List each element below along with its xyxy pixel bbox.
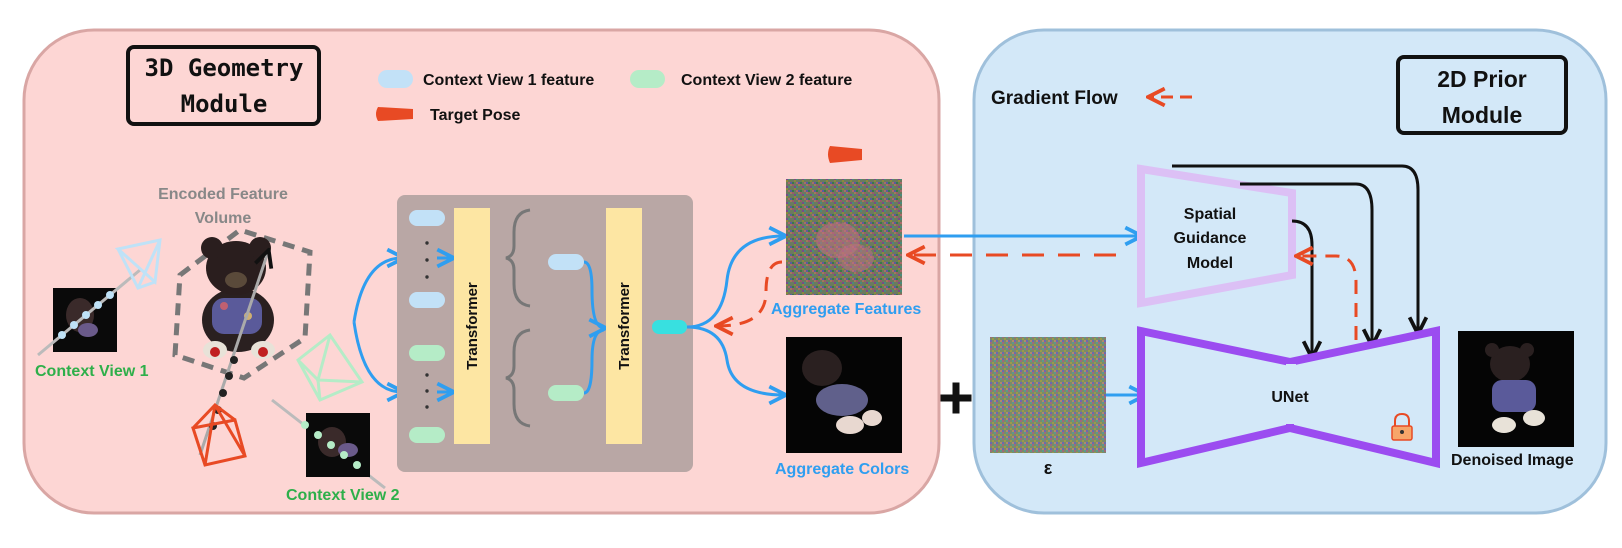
upper-bracket — [505, 208, 531, 308]
context-view-1-label: Context View 1 — [35, 363, 149, 380]
epsilon-label: ε — [1044, 458, 1053, 478]
unet-bottleneck-gap — [1286, 364, 1296, 424]
encoded-volume-line2: Volume — [195, 210, 252, 227]
context-view-2-label: Context View 2 — [286, 487, 400, 504]
gradient-arrow-features — [718, 260, 783, 326]
transformer-1-label: Transformer — [464, 282, 481, 370]
aggregate-colors-label: Aggregate Colors — [775, 461, 909, 478]
to-features-arrow — [686, 236, 784, 329]
legend-view1-label: Context View 1 feature — [423, 72, 594, 89]
geometry-title-line2: Module — [181, 90, 268, 118]
transformer-2-label: Transformer — [616, 282, 633, 370]
view1-token-column — [409, 210, 445, 308]
prior-title-box — [1396, 55, 1568, 135]
guidance-arrow-1 — [1291, 219, 1312, 356]
plus-icon — [940, 382, 972, 414]
gradient-flow-label: Gradient Flow — [991, 88, 1118, 109]
noise-epsilon-image — [990, 337, 1106, 453]
spatial-line3: Model — [1187, 255, 1233, 272]
transformer-block-1 — [454, 208, 490, 444]
view2-token-column — [409, 345, 445, 443]
denoised-image-label: Denoised Image — [1451, 452, 1574, 469]
view2-aggregated-token — [548, 385, 584, 401]
geometry-title-line1: 3D Geometry — [145, 54, 304, 82]
guidance-arrow-2 — [1240, 182, 1372, 344]
transformer-block-2 — [606, 208, 642, 444]
branch-arrow-lower — [352, 321, 402, 392]
aggregate-features-label: Aggregate Features — [771, 301, 921, 318]
view1-aggregated-token — [548, 254, 584, 270]
to-colors-arrow — [686, 325, 784, 395]
legend-target-label: Target Pose — [430, 107, 521, 124]
geometry-title-box — [126, 45, 321, 126]
guidance-arrow-3 — [1172, 164, 1418, 332]
unet-label: UNet — [1271, 389, 1309, 406]
legend-view2-label: Context View 2 feature — [681, 72, 852, 89]
merge-arrow-upper — [583, 260, 604, 328]
context-view-2-camera-icon — [296, 332, 365, 402]
branch-arrow-upper — [352, 258, 402, 323]
context-view-1-camera-icon — [114, 238, 162, 290]
merge-arrow-lower — [583, 328, 605, 395]
encoded-volume-line1: Encoded Feature — [158, 186, 288, 203]
target-camera-icon — [191, 403, 247, 467]
context-view-1-samples — [58, 291, 114, 339]
lock-icon — [1391, 412, 1413, 441]
legend-target-pose-icon — [376, 107, 413, 121]
prior-title-line2: Module — [1442, 102, 1523, 128]
prior-title-line1: 2D Prior — [1437, 66, 1527, 92]
unet-to-spatial-gradient — [1298, 256, 1358, 340]
feature-volume-hexagon — [172, 227, 313, 381]
lower-bracket — [505, 328, 531, 428]
output-token — [652, 320, 687, 334]
legend-view1-swatch — [378, 70, 413, 88]
legend-view2-swatch — [630, 70, 665, 88]
context-view-2-samples — [301, 421, 361, 469]
spatial-line2: Guidance — [1174, 230, 1247, 247]
target-pose-icon — [828, 146, 862, 163]
spatial-line1: Spatial — [1184, 206, 1236, 223]
